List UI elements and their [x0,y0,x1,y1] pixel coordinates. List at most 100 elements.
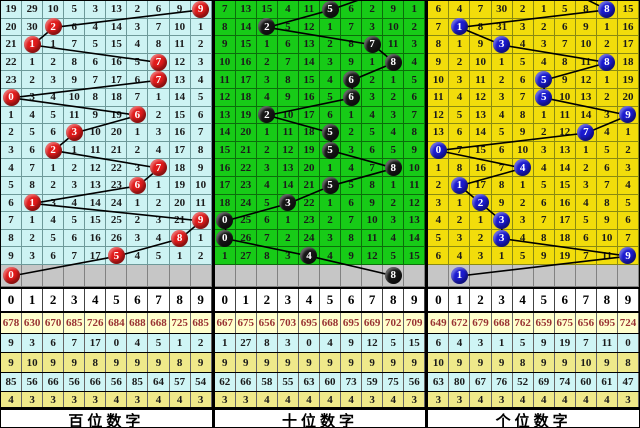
miss-count-cell: 5 [106,247,128,265]
miss-count-cell: 3 [43,194,65,213]
miss-count-cell: 5 [512,53,534,72]
stat-cell: 19 [555,334,576,352]
miss-count-cell: 3 [383,106,405,125]
miss-count-cell: 3 [596,106,618,125]
miss-count-cell: 5 [320,123,342,142]
miss-count-cell: 13 [214,106,236,125]
miss-count-cell: 5 [449,106,471,125]
miss-count-cell: 2 [470,229,492,248]
miss-count-cell: 10 [554,88,576,107]
miss-count-cell: 7 [148,159,170,177]
miss-count-cell: 18 [214,194,236,213]
miss-count-cell: 9 [575,18,597,37]
stat-cell: 5 [383,334,405,352]
stat-cell: 7 [576,334,597,352]
miss-count-cell: 17 [298,106,320,125]
stat-cell: 3 [22,334,44,352]
miss-count-cell: 3 [449,71,471,89]
stat-cell: 702 [383,313,405,333]
miss-count-cell: 4 [320,247,342,265]
digit-header-cell: 9 [618,289,639,311]
miss-count-cell: 6 [190,106,212,125]
stat-cell: 4 [449,334,471,352]
miss-count-cell: 7 [404,106,426,125]
stat-cell: 6 [428,334,450,352]
miss-count-cell: 1 [512,176,534,195]
miss-count-cell: 4 [512,159,534,177]
pending-row-cell [617,264,639,287]
miss-count-cell: 2 [533,124,555,142]
miss-count-cell: 7 [256,229,278,248]
stat-cell: 85 [1,373,23,391]
miss-count-cell: 1 [190,229,212,248]
miss-count-cell: 14 [470,124,492,142]
stat-cell: 63 [299,373,320,391]
miss-count-cell: 18 [617,53,639,72]
stat-cell: 675 [236,313,257,333]
miss-count-cell: 10 [64,88,86,107]
digit-header-cell: 7 [576,289,597,311]
stat-cell: 668 [492,313,513,333]
miss-count-cell: 4 [533,53,555,72]
miss-count-cell: 4 [383,124,405,142]
stat-cell: 656 [576,313,597,333]
miss-count-cell: 2 [190,247,212,265]
miss-count-cell: 5 [22,124,44,142]
miss-count-cell: 2 [43,176,65,195]
miss-count-cell: 8 [190,141,212,160]
drawn-digit-ball: 5 [535,71,553,89]
pending-row-cell [148,264,170,287]
miss-count-cell: 4 [85,18,107,37]
stat-cell: 58 [257,373,278,391]
miss-count-cell: 7 [22,159,44,177]
stat-cell: 4 [278,392,299,407]
miss-count-cell: 19 [298,141,320,160]
miss-count-cell: 2 [533,18,555,37]
miss-count-cell: 1 [148,88,170,107]
miss-count-cell: 4 [512,36,534,54]
stat-cell: 9 [191,353,212,372]
stat-cell: 0 [618,334,639,352]
miss-count-cell: 4 [449,247,471,265]
drawn-digit-ball: 6 [342,88,360,106]
miss-count-cell: 1 [491,247,513,265]
miss-count-cell: 17 [85,247,107,265]
miss-count-cell: 1 [22,194,44,213]
stat-cell: 4 [320,334,342,352]
miss-count-cell: 14 [235,18,257,37]
miss-count-cell: 17 [169,141,191,160]
stat-cell: 3 [236,392,257,407]
stat-cell: 675 [555,313,576,333]
miss-count-cell: 6 [491,141,513,160]
stat-cell: 9 [43,353,65,372]
pending-row-cell [43,264,65,287]
miss-count-cell: 4 [383,229,405,248]
drawn-digit-ball: 7 [150,53,167,71]
stat-cell: 9 [492,353,513,372]
digit-header-cell: 5 [320,289,342,311]
stats-table: 649 672 679 668 762 659 675 656 695 724 6 4 3 1 5 9 19 7 1… [428,313,639,408]
stat-cell: 69 [534,373,555,391]
miss-count-cell: 2 [320,36,342,54]
miss-count-cell: 4 [449,1,471,19]
miss-count-cell: 7 [491,159,513,177]
miss-count-cell: 9 [617,247,639,265]
drawn-digit-ball: 2 [44,18,62,36]
miss-count-cell: 3 [362,18,384,37]
miss-count-cell: 12 [85,159,107,177]
miss-count-cell: 6 [256,212,278,230]
miss-count-cell: 2 [383,194,405,213]
stat-cell: 9 [257,353,278,372]
miss-count-cell: 2 [277,229,299,248]
miss-count-cell: 5 [64,1,86,19]
miss-count-cell: 3 [491,35,513,54]
miss-count-cell: 20 [169,194,191,213]
miss-count-cell: 6 [127,106,149,125]
miss-count-cell: 8 [169,229,191,248]
stats-row: 6 4 3 1 5 9 19 7 11 0 [428,334,639,353]
pending-row-cell: 8 [383,264,405,287]
stat-cell: 724 [618,313,639,333]
miss-count-cell: 10 [169,18,191,37]
miss-count-cell: 7 [190,124,212,142]
